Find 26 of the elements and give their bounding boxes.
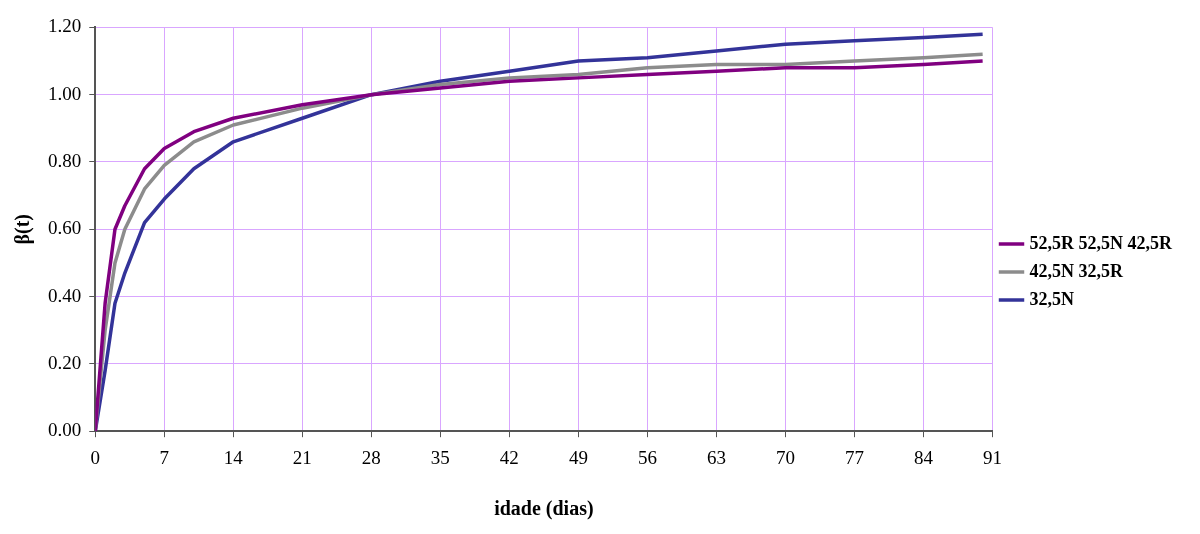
y-tick-label: 0.40 xyxy=(48,284,82,306)
x-tick-label: 49 xyxy=(568,446,588,468)
legend-label: 42,5N 32,5R xyxy=(1029,260,1124,281)
y-tick-label: 0.80 xyxy=(48,149,82,171)
x-tick-label: 77 xyxy=(844,446,864,468)
x-tick-label: 7 xyxy=(159,446,170,468)
x-tick-label: 70 xyxy=(775,446,795,468)
y-tick-label: 1.00 xyxy=(48,82,82,104)
x-tick-label: 91 xyxy=(983,446,1002,468)
x-tick-label: 0 xyxy=(90,446,100,468)
x-axis-title: idade (dias) xyxy=(494,497,594,521)
x-tick-label: 14 xyxy=(223,446,244,468)
x-tick-label: 35 xyxy=(430,446,450,468)
x-tick-label: 21 xyxy=(292,446,312,468)
y-tick-label: 0.20 xyxy=(48,351,82,373)
x-tick-label: 84 xyxy=(913,446,934,468)
y-axis-title: β(t) xyxy=(11,214,35,245)
x-tick-label: 42 xyxy=(499,446,519,468)
x-tick-label: 56 xyxy=(637,446,657,468)
legend-label: 52,5R 52,5N 42,5R xyxy=(1029,232,1173,253)
y-tick-label: 0.60 xyxy=(48,217,82,239)
legend-label: 32,5N xyxy=(1029,288,1074,309)
x-tick-label: 28 xyxy=(361,446,381,468)
y-tick-label: 0.00 xyxy=(48,419,82,441)
x-tick-label: 63 xyxy=(706,446,726,468)
y-tick-label: 1.20 xyxy=(48,15,82,37)
